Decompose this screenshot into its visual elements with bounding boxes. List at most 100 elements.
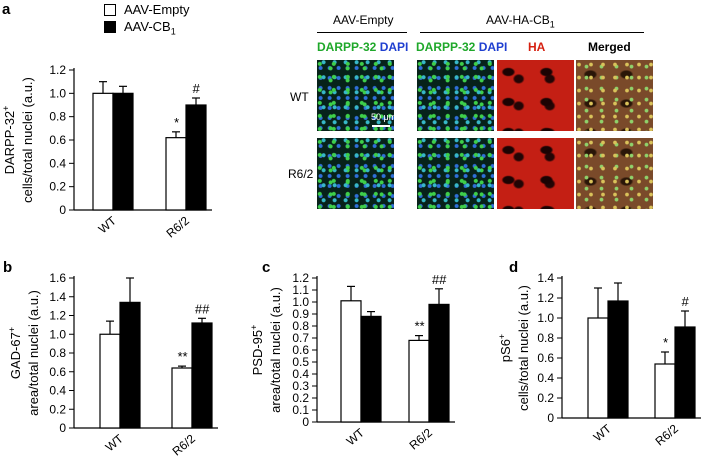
bar-c-R6/2-1 bbox=[428, 303, 450, 423]
significance-mark-a: * bbox=[173, 115, 179, 130]
scale-bar bbox=[372, 125, 390, 127]
micrograph-merged-r62 bbox=[576, 138, 653, 209]
y-tick-label-c: 1.2 bbox=[292, 271, 309, 285]
y-tick-label-d: 0.6 bbox=[537, 351, 554, 365]
y-tick-label-b: 0.6 bbox=[49, 365, 66, 379]
legend-swatch-cb1 bbox=[104, 21, 116, 33]
micrograph-ha-r62 bbox=[497, 138, 574, 209]
significance-mark-b: ** bbox=[177, 349, 188, 364]
y-tick-label-b: 1.4 bbox=[49, 290, 66, 304]
y-label-line1-d: pS6+ bbox=[497, 334, 513, 362]
row-label-wt: WT bbox=[290, 90, 309, 104]
bar-c-WT-1 bbox=[360, 315, 382, 423]
y-tick-label-d: 0.2 bbox=[537, 391, 554, 405]
micrograph-ha-darpp-r62 bbox=[417, 138, 494, 209]
y-tick-label-b: 0 bbox=[59, 421, 66, 435]
col-header-ha: HA bbox=[528, 40, 546, 54]
y-tick-label-c: 1.0 bbox=[292, 295, 309, 309]
col-header-darpp-dapi-1: DARPP-32 DAPI bbox=[317, 40, 409, 54]
x-tick-label-a: R6/2 bbox=[164, 213, 193, 240]
x-tick-label-d: WT bbox=[591, 421, 615, 444]
y-tick-label-a: 0.8 bbox=[49, 110, 66, 124]
panel-letter-d: d bbox=[509, 259, 518, 276]
col-header-darpp-dapi-2: DARPP-32 DAPI bbox=[416, 40, 508, 54]
bar-a-R6/2-0 bbox=[165, 137, 187, 211]
y-tick-label-c: 0.5 bbox=[292, 355, 309, 369]
y-tick-label-b: 1.0 bbox=[49, 327, 66, 341]
y-tick-label-c: 0.7 bbox=[292, 331, 309, 345]
y-label-sup-b: + bbox=[7, 327, 17, 332]
y-tick-label-b: 1.2 bbox=[49, 309, 66, 323]
significance-mark-a: # bbox=[192, 81, 200, 96]
y-tick-label-b: 1.6 bbox=[49, 271, 66, 285]
panel-letter-b: b bbox=[3, 259, 12, 276]
x-tick-label-d: R6/2 bbox=[653, 421, 682, 448]
legend-swatch-empty bbox=[104, 4, 116, 16]
row-label-r62: R6/2 bbox=[288, 167, 314, 181]
y-label-sup-c: + bbox=[249, 325, 259, 330]
bar-b-R6/2-1 bbox=[191, 322, 213, 429]
bar-a-WT-1 bbox=[112, 92, 134, 211]
header-underline-empty bbox=[317, 32, 407, 33]
y-tick-label-b: 0.4 bbox=[49, 384, 66, 398]
bar-a-WT-0 bbox=[92, 92, 114, 211]
y-tick-label-c: 0.8 bbox=[292, 319, 309, 333]
bar-a-R6/2-1 bbox=[185, 104, 207, 211]
y-tick-label-c: 1.1 bbox=[292, 283, 309, 297]
significance-mark-d: # bbox=[681, 294, 689, 309]
legend-label-cb1: AAV-CB1 bbox=[124, 19, 176, 37]
x-tick-label-c: WT bbox=[344, 425, 368, 448]
y-tick-label-d: 1.4 bbox=[537, 271, 554, 285]
significance-mark-b: ## bbox=[195, 301, 210, 316]
y-label-line1-a: DARPP-32+ bbox=[1, 106, 17, 175]
y-tick-label-a: 0.2 bbox=[49, 180, 66, 194]
bar-b-WT-1 bbox=[119, 301, 141, 429]
y-tick-label-d: 0.4 bbox=[537, 371, 554, 385]
micrograph-empty-wt: 50 μm bbox=[317, 60, 394, 131]
x-tick-label-c: R6/2 bbox=[407, 425, 436, 452]
bar-b-R6/2-0 bbox=[171, 367, 193, 429]
significance-mark-c: ** bbox=[414, 319, 425, 334]
y-label-line2-a: cells/total nuclei (a.u.) bbox=[20, 77, 35, 203]
y-tick-label-c: 0.4 bbox=[292, 367, 309, 381]
bar-d-WT-1 bbox=[607, 300, 629, 419]
micrograph-ha-darpp-wt bbox=[417, 60, 494, 131]
bar-d-WT-0 bbox=[587, 317, 609, 419]
y-tick-label-c: 0.2 bbox=[292, 391, 309, 405]
y-tick-label-c: 0.1 bbox=[292, 403, 309, 417]
x-tick-label-b: WT bbox=[103, 431, 127, 454]
panel-letter-c: c bbox=[262, 259, 270, 276]
y-tick-label-d: 1.0 bbox=[537, 311, 554, 325]
chart-panel-d: d 0 0.2 0.4 0.6 0.8 1.0 1.2 1.4 pS6+ cells/total n… bbox=[497, 259, 701, 449]
y-tick-label-d: 1.2 bbox=[537, 291, 554, 305]
y-tick-label-c: 0.9 bbox=[292, 307, 309, 321]
y-label-sup-d: + bbox=[497, 334, 507, 339]
bar-d-R6/2-0 bbox=[654, 363, 676, 419]
micrograph-merged-wt bbox=[576, 60, 653, 131]
bar-b-WT-0 bbox=[99, 333, 121, 429]
header-underline-ha bbox=[420, 32, 644, 33]
y-tick-label-a: 0.6 bbox=[49, 133, 66, 147]
y-tick-label-a: 0 bbox=[59, 203, 66, 217]
bar-c-R6/2-0 bbox=[408, 339, 430, 423]
significance-mark-d: * bbox=[662, 335, 668, 350]
x-tick-label-b: R6/2 bbox=[170, 431, 199, 458]
y-label-line1-b: GAD-67+ bbox=[7, 327, 23, 379]
significance-mark-c: ## bbox=[432, 272, 447, 287]
y-tick-label-b: 0.2 bbox=[49, 402, 66, 416]
micrograph-ha-wt bbox=[497, 60, 574, 131]
legend-label-empty: AAV-Empty bbox=[124, 2, 190, 17]
bar-d-R6/2-1 bbox=[674, 326, 696, 419]
y-label-sup-a: + bbox=[1, 106, 11, 111]
header-aav-ha-cb1: AAV-HA-CB1 bbox=[486, 13, 555, 30]
y-label-line2-c: area/total nuclei (a.u.) bbox=[268, 287, 283, 413]
bar-c-WT-0 bbox=[340, 300, 362, 423]
y-tick-label-d: 0.8 bbox=[537, 331, 554, 345]
y-label-line2-b: area/total nuclei (a.u.) bbox=[26, 290, 41, 416]
col-header-merged: Merged bbox=[588, 40, 631, 54]
header-aav-empty: AAV-Empty bbox=[333, 13, 394, 27]
y-tick-label-a: 1.0 bbox=[49, 86, 66, 100]
y-label-line1-c: PSD-95+ bbox=[249, 325, 265, 376]
y-label-line2-d: cells/total nuclei (a.u.) bbox=[516, 285, 531, 411]
